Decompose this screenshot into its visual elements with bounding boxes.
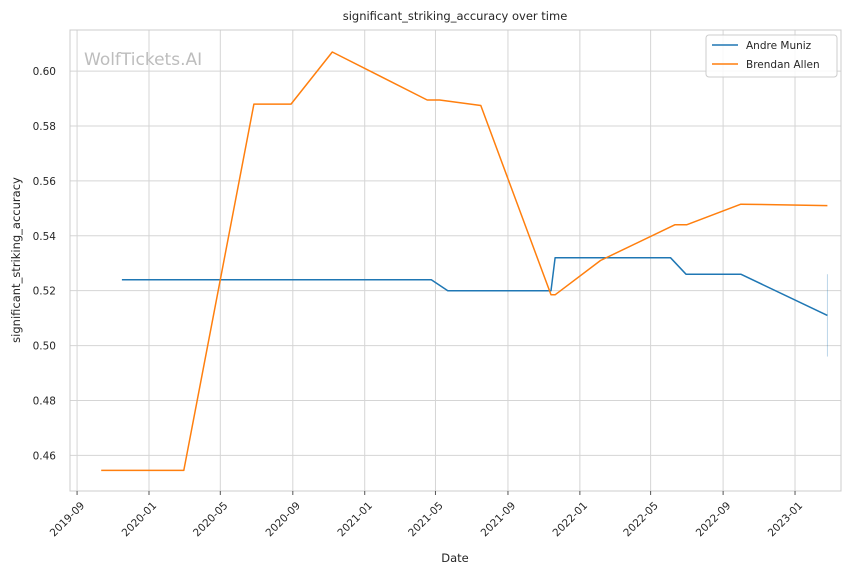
y-tick-label: 0.48 <box>33 395 56 407</box>
x-tick-label: 2020-05 <box>191 500 231 540</box>
y-tick-label: 0.56 <box>33 176 57 188</box>
y-tick-label: 0.60 <box>33 66 56 78</box>
x-axis-label: Date <box>441 551 469 565</box>
series-line-brendan-allen <box>101 51 828 472</box>
x-tick-label: 2023-01 <box>766 500 806 540</box>
legend-label-andre-muniz: Andre Muniz <box>746 40 812 52</box>
x-tick-label: 2022-09 <box>694 500 734 540</box>
plot-frame <box>69 29 842 492</box>
series <box>101 51 828 472</box>
y-axis-ticks: 0.46 0.48 0.50 0.52 0.54 0.56 0.58 0.60 <box>33 66 57 462</box>
grid <box>70 30 841 491</box>
y-axis-label: significant_striking_accuracy <box>9 177 23 343</box>
legend-box <box>705 34 838 78</box>
y-tick-label: 0.58 <box>33 121 56 133</box>
y-tick-label: 0.54 <box>33 231 57 243</box>
x-axis-ticks: 2019-09 2020-01 2020-05 2020-09 2021-01 2021-… <box>48 491 805 539</box>
series-line-andre-muniz <box>121 257 828 317</box>
x-tick-label: 2020-01 <box>120 500 160 540</box>
x-tick-label: 2022-05 <box>621 500 661 540</box>
x-tick-label: 2019-09 <box>48 500 88 540</box>
watermark: WolfTickets.AI <box>84 50 202 70</box>
legend-label-brendan-allen: Brendan Allen <box>746 59 820 71</box>
x-tick-label: 2021-05 <box>406 500 446 540</box>
x-tick-label: 2021-01 <box>335 500 375 540</box>
y-tick-label: 0.50 <box>33 341 56 353</box>
x-tick-label: 2022-01 <box>551 500 591 540</box>
y-tick-label: 0.52 <box>33 286 56 298</box>
x-tick-label: 2020-09 <box>264 500 304 540</box>
chart-title: significant_striking_accuracy over time <box>343 9 568 23</box>
legend: Andre Muniz Brendan Allen <box>705 34 838 78</box>
x-tick-label: 2021-09 <box>479 500 519 540</box>
y-tick-label: 0.46 <box>33 450 57 462</box>
